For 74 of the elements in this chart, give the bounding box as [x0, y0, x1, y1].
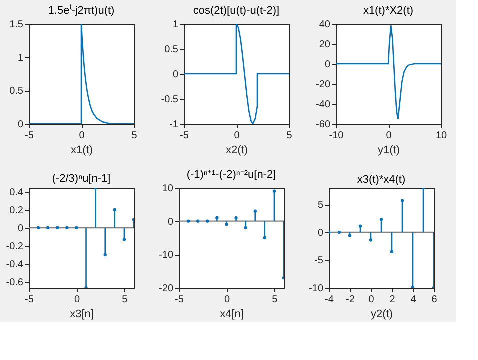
y-tick-label: 0: [318, 228, 324, 239]
point: [380, 218, 384, 222]
x-axis-title: x2(t): [226, 144, 248, 156]
y-tick-label: 40: [319, 20, 331, 30]
y-tick-label: -0.4: [6, 259, 24, 270]
point: [369, 238, 373, 242]
y-tick-label: 0: [18, 223, 24, 234]
y-tick-label: -20: [316, 80, 331, 90]
x-tick-label: 5: [132, 130, 138, 142]
y-tick-label: -0.5: [161, 94, 179, 106]
y-tick-label: 1.5: [10, 20, 24, 30]
y-tick-label: 10: [162, 184, 174, 194]
x-tick-label: 2: [390, 294, 396, 306]
y-tick-label: -0.6: [6, 277, 24, 288]
x-tick-label: -10: [329, 130, 344, 142]
x-tick-label: 0: [224, 294, 230, 306]
point: [358, 224, 362, 228]
x-axis-title: y2(t): [371, 308, 393, 320]
y-tick-label: 0: [18, 120, 24, 130]
y-tick-label: 0: [324, 60, 331, 70]
x-tick-label: -4: [325, 294, 334, 306]
x-tick-label: -5: [25, 130, 34, 142]
point: [390, 250, 394, 254]
y-tick-label: -60: [316, 120, 331, 130]
point: [400, 199, 404, 202]
y-tick-label: 0.5: [164, 44, 179, 56]
chart-title: x3(t)*x4(t): [357, 174, 406, 186]
point: [272, 190, 276, 193]
x-tick-label: 0: [79, 130, 86, 142]
y-tick-label: -40: [316, 100, 331, 110]
point: [104, 253, 107, 257]
x-tick-label: 10: [436, 130, 448, 142]
point: [122, 238, 126, 242]
y-tick-label: 5: [318, 200, 324, 212]
y-tick-label: 0.4: [10, 187, 24, 198]
line-series: [336, 25, 441, 120]
chart-title: cos(2t)[u(t)-u(t-2)]: [193, 5, 280, 17]
x-tick-label: -2: [346, 294, 356, 306]
x-tick-label: 0: [368, 294, 375, 306]
x-tick-label: 5: [272, 294, 278, 306]
x-tick-label: 6: [432, 294, 438, 306]
chart-title: x1(t)*X2(t): [363, 5, 414, 17]
point: [263, 236, 266, 240]
chart-title: (-2/3)ⁿu[n-1]: [52, 172, 111, 185]
y-tick-label: -1: [170, 120, 179, 130]
x-tick-label: 5: [286, 130, 293, 142]
point: [244, 226, 248, 230]
x-axis-title: x3[n]: [70, 308, 94, 320]
y-tick-label: -10: [309, 284, 324, 294]
y-tick-label: 0.2: [10, 205, 24, 216]
y-tick-label: -20: [159, 284, 174, 294]
x-tick-label: -5: [25, 294, 34, 306]
x-tick-label: 0: [386, 130, 392, 142]
y-tick-label: -5: [314, 256, 324, 267]
x-tick-label: -5: [180, 130, 190, 142]
chart-title: (-1)ⁿ⁺¹-(-2)ⁿ⁻²u[n-2]: [186, 169, 276, 181]
x-axis-title: x1(t): [71, 144, 93, 156]
x-axis-title: x4[n]: [220, 308, 244, 320]
y-tick-label: 1: [172, 20, 179, 30]
x-tick-label: 0: [74, 294, 80, 306]
chart-title: 1.5e⁽-j2πt)u(t): [48, 4, 115, 17]
x-tick-label: 5: [122, 294, 128, 306]
point: [113, 208, 116, 212]
y-tick-label: 0.5: [10, 86, 24, 98]
x-tick-label: 0: [234, 130, 240, 142]
y-tick-label: -10: [159, 250, 174, 262]
y-tick-label: -0.2: [6, 241, 24, 252]
x-axis-title: y1(t): [378, 144, 400, 156]
y-tick-label: 1: [18, 52, 24, 64]
y-tick-label: 0: [172, 70, 179, 80]
y-tick-label: 20: [319, 40, 331, 50]
y-tick-label: 0: [168, 216, 174, 228]
x-tick-label: 4: [410, 294, 417, 306]
point: [254, 210, 257, 213]
